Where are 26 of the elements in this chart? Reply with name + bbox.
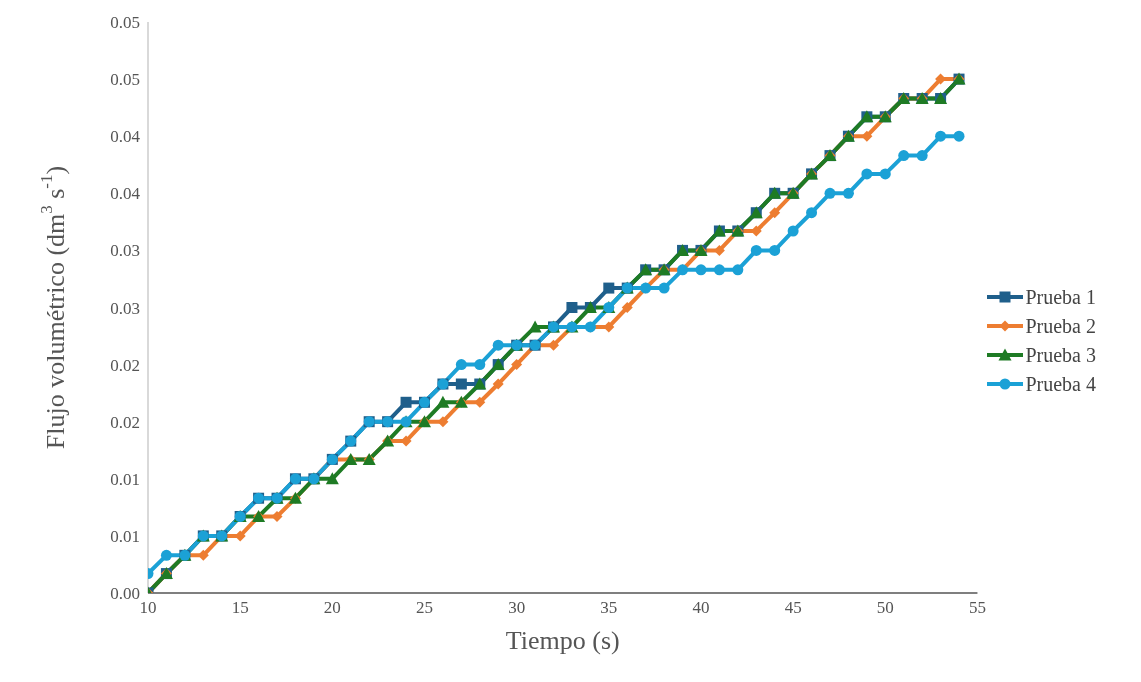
y-tick-label: 0.05 <box>110 13 140 33</box>
x-tick-label: 45 <box>784 598 802 618</box>
y-tick-label: 0.01 <box>110 526 140 546</box>
y-tick-label: 0.00 <box>110 584 140 604</box>
x-tick-label: 50 <box>876 598 894 618</box>
y-tick-label: 0.05 <box>110 70 140 90</box>
x-tick-label: 25 <box>415 598 433 618</box>
y-tick-label: 0.04 <box>110 184 141 204</box>
y-tick-label: 0.01 <box>110 469 140 489</box>
x-tick-label: 40 <box>692 598 710 618</box>
legend-label: Prueba 3 <box>1025 343 1096 367</box>
x-axis-title: Tiempo (s) <box>505 626 620 655</box>
y-tick-label: 0.02 <box>110 412 140 432</box>
x-tick-label: 55 <box>968 598 986 618</box>
x-tick-label: 35 <box>600 598 618 618</box>
x-tick-label: 30 <box>508 598 526 618</box>
y-tick-label: 0.03 <box>110 241 140 261</box>
legend-label: Prueba 2 <box>1025 314 1096 338</box>
x-tick-label: 10 <box>139 598 157 618</box>
x-tick-label: 15 <box>231 598 249 618</box>
legend-label: Prueba 4 <box>1025 372 1096 396</box>
legend-label: Prueba 1 <box>1025 285 1096 309</box>
y-tick-label: 0.04 <box>110 127 141 147</box>
x-tick-label: 20 <box>323 598 341 618</box>
y-tick-label: 0.03 <box>110 298 140 318</box>
y-tick-label: 0.02 <box>110 355 140 375</box>
